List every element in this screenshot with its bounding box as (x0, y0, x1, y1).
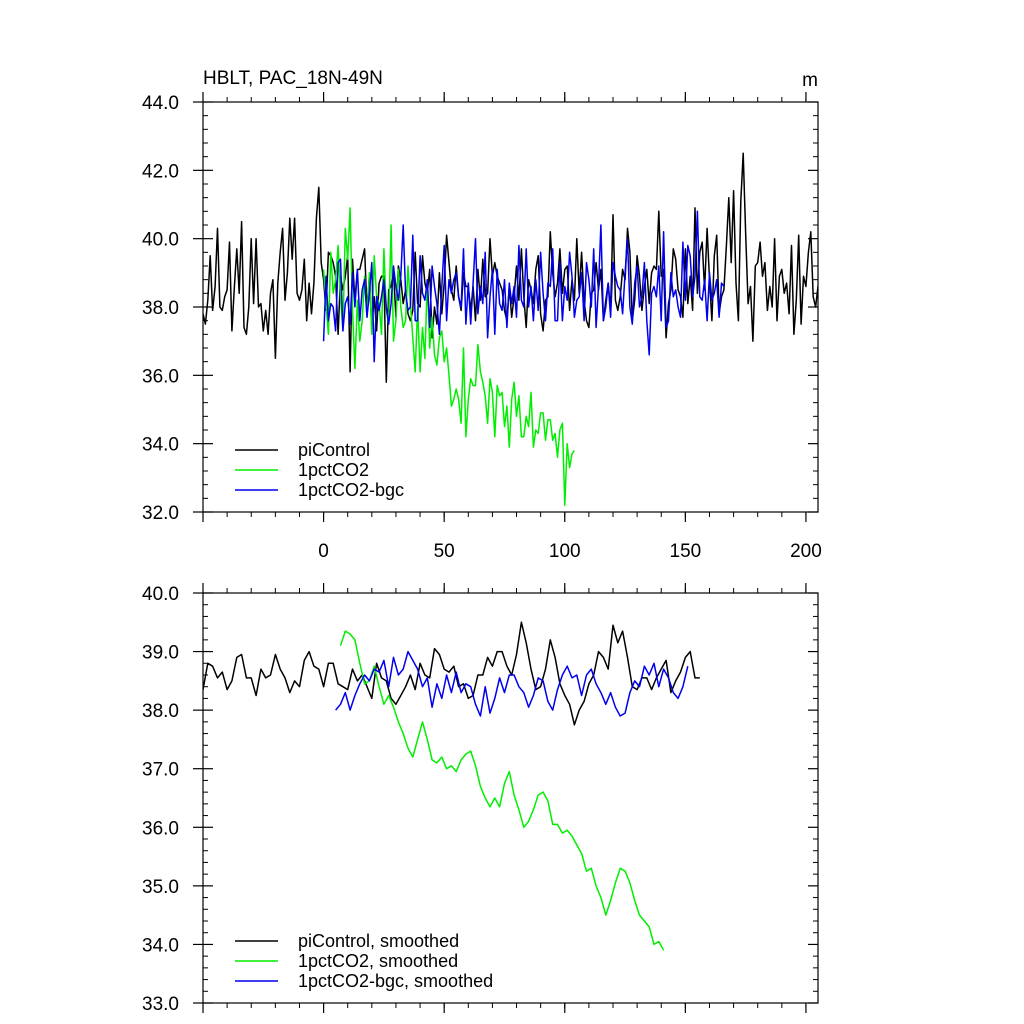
bottom-panel: 33.0 34.0 35.0 36.0 37.0 38.0 39.0 40.0 piContro… (142, 583, 819, 1015)
series-line-2 (322, 210, 725, 363)
series-line-2 (335, 650, 689, 717)
legend-label: piControl, smoothed (298, 931, 459, 951)
legend-label: 1pctCO2-bgc (298, 480, 404, 500)
y-tick-label: 38.0 (142, 298, 179, 319)
series-line-1 (339, 630, 665, 951)
y-tick-label: 38.0 (142, 701, 179, 722)
x-tick-label: 100 (549, 541, 581, 562)
y-tick-label: 44.0 (142, 93, 179, 114)
series-line-0 (203, 621, 700, 726)
legend-label: 1pctCO2, smoothed (298, 951, 458, 971)
y-tick-label: 42.0 (142, 161, 179, 182)
chart-title: HBLT, PAC_18N-49N (203, 68, 383, 89)
plot-frame (202, 592, 819, 1004)
units-label: m (802, 70, 818, 91)
x-tick-label: 200 (790, 541, 822, 562)
legend-label: 1pctCO2 (298, 460, 369, 480)
y-tick-label: 35.0 (142, 877, 179, 898)
y-tick-label: 34.0 (142, 935, 179, 956)
y-tick-label: 32.0 (142, 503, 179, 524)
top-panel: 32.0 34.0 36.0 38.0 40.0 42.0 44.0 0 50 100 150 200… (142, 92, 822, 562)
y-tick-label: 37.0 (142, 760, 179, 781)
y-tick-label: 40.0 (142, 584, 179, 605)
y-tick-label: 33.0 (142, 994, 179, 1015)
y-tick-label: 40.0 (142, 230, 179, 251)
y-tick-label: 39.0 (142, 643, 179, 664)
x-tick-label: 150 (670, 541, 702, 562)
legend-label: piControl (298, 440, 370, 460)
y-tick-label: 34.0 (142, 435, 179, 456)
y-tick-label: 36.0 (142, 818, 179, 839)
x-tick-label: 0 (318, 541, 329, 562)
x-tick-label: 50 (434, 541, 455, 562)
legend-label: 1pctCO2-bgc, smoothed (298, 971, 493, 991)
y-tick-label: 36.0 (142, 366, 179, 387)
